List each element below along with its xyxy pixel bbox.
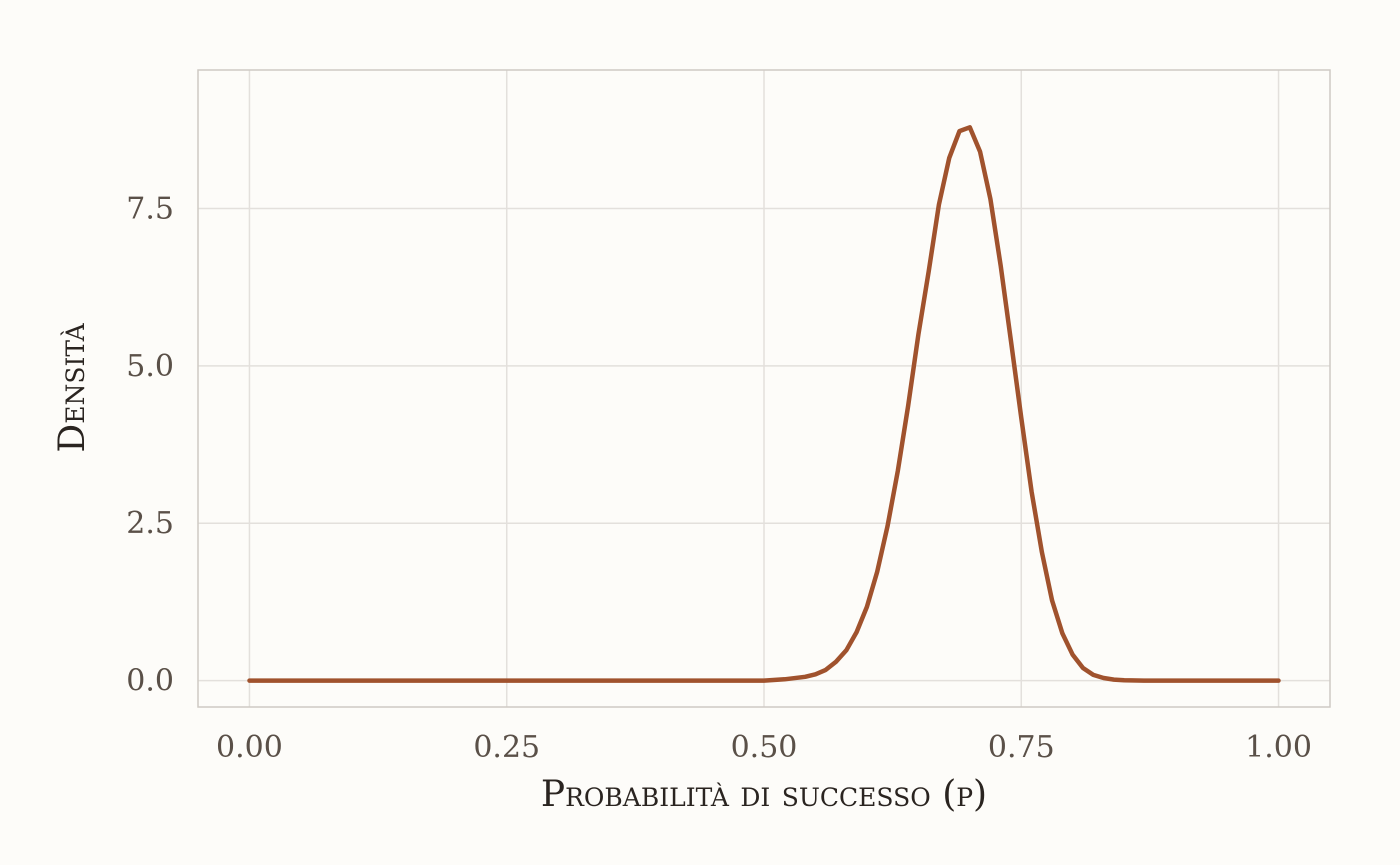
y-tick-label: 5.0 [126,349,174,384]
x-tick-label: 1.00 [1245,730,1312,765]
y-axis-title: Densità [52,322,93,452]
plot-frame [197,69,1331,708]
x-tick-label: 0.75 [988,730,1055,765]
y-tick-label: 0.0 [126,664,174,699]
x-axis-title: Probabilità di successo (p) [541,774,987,815]
density-curve [247,125,1281,683]
y-tick-label: 7.5 [126,191,174,226]
tick-labels: 0.00 0.25 0.50 0.75 1.00 0.0 2.5 5.0 7.5 [126,191,1312,765]
y-tick-label: 2.5 [126,506,174,541]
x-tick-label: 0.00 [216,730,283,765]
x-tick-label: 0.50 [731,730,798,765]
series-layer [247,125,1281,683]
x-tick-label: 0.25 [473,730,540,765]
